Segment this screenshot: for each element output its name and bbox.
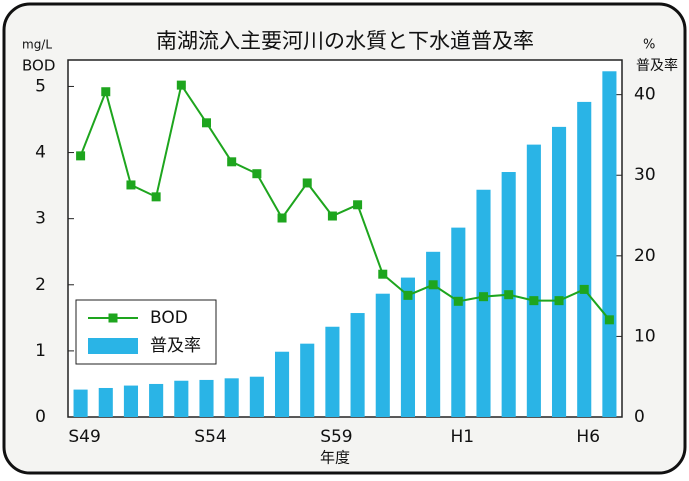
bar (577, 101, 592, 418)
bar (199, 379, 214, 417)
marker (529, 296, 539, 306)
bar (300, 343, 315, 417)
marker (76, 151, 86, 161)
legend-label: 普及率 (150, 336, 201, 356)
bar (551, 126, 567, 417)
y-unit: mg/L (22, 38, 52, 52)
bar (451, 227, 466, 417)
y-tick-label: 4 (35, 143, 46, 163)
bar (123, 385, 139, 417)
marker (176, 80, 186, 90)
bar (249, 376, 264, 417)
marker (453, 296, 463, 306)
marker (327, 211, 337, 221)
y2-unit: % (643, 38, 655, 53)
y2-tick-label: 10 (634, 326, 656, 346)
bar (602, 71, 617, 417)
bar (98, 387, 113, 417)
x-tick-label: H6 (576, 427, 600, 447)
marker (504, 290, 514, 300)
y2-label: 普及率 (636, 57, 678, 74)
bar (274, 351, 290, 417)
bar (350, 313, 365, 417)
marker (252, 169, 262, 179)
x-tick-label: S59 (320, 427, 352, 447)
bar (476, 189, 491, 417)
legend-marker (108, 313, 118, 323)
bar (375, 293, 390, 417)
bar (174, 380, 189, 417)
y2-tick-label: 30 (634, 165, 656, 185)
y-tick-label: 1 (35, 341, 46, 361)
y2-tick-label: 0 (634, 407, 645, 427)
y-tick-label: 2 (35, 275, 46, 295)
legend-label: BOD (150, 308, 188, 328)
bar (526, 144, 541, 417)
x-tick-label: S49 (68, 427, 100, 447)
x-label: 年度 (320, 449, 350, 467)
x-tick-label: S54 (194, 427, 226, 447)
line (79, 82, 611, 321)
bar (325, 326, 340, 417)
marker (378, 269, 388, 279)
marker (604, 315, 614, 325)
marker (428, 280, 438, 290)
bar (73, 389, 88, 417)
y-label: BOD (22, 57, 55, 75)
bar (149, 383, 164, 417)
marker (302, 178, 312, 188)
marker (403, 290, 413, 300)
marker (579, 284, 589, 294)
bar (400, 277, 416, 417)
marker (554, 296, 564, 306)
y-tick-label: 0 (35, 407, 46, 427)
marker (126, 180, 136, 190)
x-tick-label: H1 (451, 427, 475, 447)
y-tick-label: 3 (35, 209, 46, 229)
y-tick-label: 5 (35, 76, 46, 96)
legend-swatch (88, 338, 138, 354)
marker (277, 213, 287, 223)
y2-tick-label: 20 (634, 246, 656, 266)
marker (202, 118, 211, 128)
bar (426, 251, 441, 417)
marker (101, 87, 111, 97)
marker (479, 292, 488, 302)
marker (353, 200, 363, 210)
marker (227, 157, 237, 167)
chart-title: 南湖流入主要河川の水質と下水道普及率 (156, 29, 534, 53)
y2-tick-label: 40 (634, 85, 656, 105)
bar (224, 378, 239, 417)
marker (151, 192, 161, 202)
